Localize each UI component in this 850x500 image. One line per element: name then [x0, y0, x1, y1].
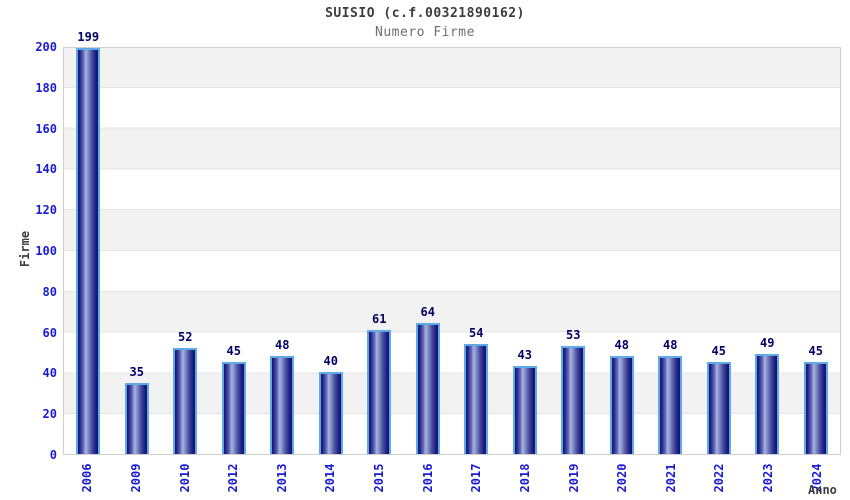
bar: [415, 323, 440, 454]
bar-value-label: 52: [178, 329, 193, 344]
bar-slot: 199: [64, 30, 113, 454]
y-tick-label: 0: [49, 448, 57, 462]
y-tick-label: 140: [35, 162, 57, 177]
x-tick-label: 2019: [566, 463, 581, 492]
y-tick-label: 80: [42, 284, 57, 299]
bar: [367, 329, 392, 454]
x-tick-label: 2020: [615, 463, 630, 492]
x-tick-label: 2023: [761, 463, 776, 492]
bar-slot: 48: [258, 48, 307, 454]
bar: [76, 48, 101, 454]
bar-slot: 61: [355, 48, 404, 454]
x-tick-slot: 2015: [355, 455, 404, 500]
x-tick-label: 2022: [712, 463, 727, 492]
bar-value-label: 45: [808, 344, 823, 359]
bar: [221, 362, 246, 454]
bar-slot: 48: [646, 48, 695, 454]
x-tick-slot: 2020: [598, 455, 647, 500]
bar-value-label: 45: [711, 344, 726, 359]
bar: [173, 347, 198, 454]
bar: [561, 345, 586, 454]
bar: [270, 356, 295, 454]
x-tick-label: 2021: [663, 463, 678, 492]
x-tick-slot: 2006: [63, 455, 112, 500]
bar-slot: 45: [792, 48, 841, 454]
chart-title: SUISIO (c.f.00321890162): [325, 6, 525, 21]
bar-slot: 40: [307, 48, 356, 454]
bar-slot: 45: [695, 48, 744, 454]
bar-slot: 35: [113, 48, 162, 454]
bar: [318, 372, 343, 454]
bar: [706, 362, 731, 454]
bar: [512, 366, 537, 454]
bar: [609, 356, 634, 454]
x-tick-label: 2012: [226, 463, 241, 492]
bar-value-label: 48: [614, 338, 629, 353]
bar-slot: 52: [161, 48, 210, 454]
x-tick-label: 2010: [177, 463, 192, 492]
y-tick-label: 20: [42, 407, 57, 422]
x-axis-ticks: 2006 2009 2010 2012 2013 2014 2015 2016 2017 2018…: [63, 455, 841, 500]
bar: [755, 354, 780, 454]
y-axis-title: Firme: [18, 230, 32, 268]
bar-slot: 53: [549, 48, 598, 454]
x-tick-slot: 2022: [695, 455, 744, 500]
y-tick-label: 120: [35, 203, 57, 218]
x-tick-slot: 2019: [549, 455, 598, 500]
bar: [124, 382, 149, 454]
bar-value-label: 45: [226, 344, 241, 359]
x-tick-label: 2016: [420, 463, 435, 492]
x-tick-slot: 2012: [209, 455, 258, 500]
bar-value-label: 53: [566, 327, 581, 342]
x-tick-label: 2006: [80, 463, 95, 492]
bar-slot: 43: [501, 48, 550, 454]
bar-value-label: 61: [372, 311, 387, 326]
bar: [803, 362, 828, 454]
x-tick-slot: 2017: [452, 455, 501, 500]
x-tick-label: 2009: [128, 463, 143, 492]
y-tick-label: 160: [35, 121, 57, 136]
chart-subtitle: Numero Firme: [375, 25, 475, 40]
x-tick-slot: 2009: [112, 455, 161, 500]
x-tick-slot: 2013: [258, 455, 307, 500]
x-tick-label: 2018: [517, 463, 532, 492]
x-tick-slot: 2023: [744, 455, 793, 500]
x-tick-slot: 2010: [160, 455, 209, 500]
x-tick-slot: 2016: [403, 455, 452, 500]
bar-slot: 45: [210, 48, 259, 454]
bar-value-label: 199: [77, 30, 100, 45]
y-tick-label: 40: [42, 366, 57, 381]
bar-value-label: 64: [420, 305, 435, 320]
x-tick-label: 2015: [372, 463, 387, 492]
x-tick-label: 2014: [323, 463, 338, 492]
bar: [658, 356, 683, 454]
bar-value-label: 48: [275, 338, 290, 353]
x-tick-label: 2017: [469, 463, 484, 492]
x-tick-label: 2013: [274, 463, 289, 492]
x-axis-title: Anno: [808, 483, 837, 497]
bar-value-label: 40: [323, 354, 338, 369]
bar-slot: 48: [598, 48, 647, 454]
plot-area: 199 35 52 45 48 40 61 64 54 43 53 48 48 45 49 45: [63, 30, 841, 455]
y-tick-label: 60: [42, 325, 57, 340]
bar: [464, 343, 489, 454]
bars-container: 199 35 52 45 48 40 61 64 54 43 53 48 48 45 49 45: [64, 30, 841, 454]
x-tick-slot: 2014: [306, 455, 355, 500]
bar-value-label: 43: [517, 348, 532, 363]
x-tick-slot: 2018: [501, 455, 550, 500]
bar-slot: 54: [452, 48, 501, 454]
y-tick-label: 100: [35, 244, 57, 258]
bar-value-label: 54: [469, 325, 484, 340]
bar-slot: 49: [743, 48, 792, 454]
bar-value-label: 48: [663, 338, 678, 353]
bar-value-label: 49: [760, 336, 775, 351]
y-tick-label: 180: [35, 80, 57, 95]
y-tick-label: 200: [35, 40, 57, 54]
bar-value-label: 35: [129, 364, 144, 379]
bar-slot: 64: [404, 48, 453, 454]
x-tick-slot: 2021: [647, 455, 696, 500]
